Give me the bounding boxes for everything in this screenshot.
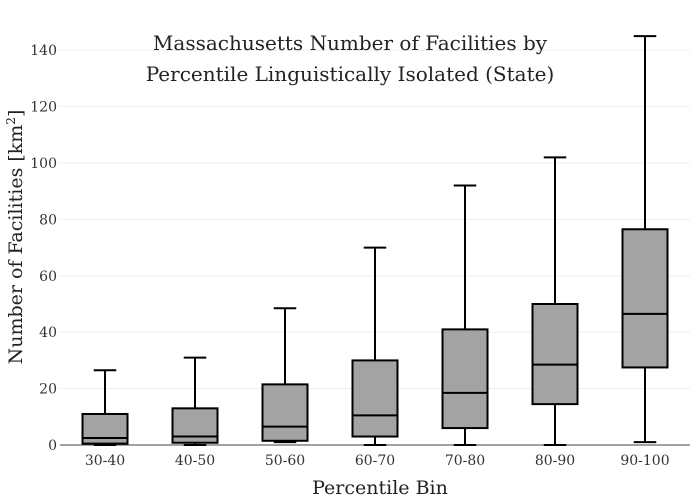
box-80-90 (531, 156, 579, 446)
y-axis-title-sup: 2 (4, 117, 18, 125)
y-tick-label: 100 (30, 156, 57, 172)
x-tick-label: 60-70 (355, 453, 395, 469)
y-tick-label: 60 (39, 269, 57, 285)
y-tick-label: 0 (48, 438, 57, 454)
y-tick-label: 40 (39, 325, 57, 341)
iqr-box (621, 228, 669, 369)
x-tick-label: 30-40 (85, 453, 125, 469)
iqr-box (351, 359, 399, 438)
box-30-40 (81, 369, 129, 446)
chart-title-line-1: Massachusetts Number of Facilities by (153, 31, 548, 55)
box-layer (81, 35, 669, 446)
box-40-50 (171, 356, 219, 446)
iqr-box (531, 303, 579, 406)
iqr-box (81, 412, 129, 445)
y-axis-title-main: Number of Facilities [km (5, 125, 27, 365)
box-60-70 (351, 246, 399, 446)
chart-title-line-2: Percentile Linguistically Isolated (Stat… (146, 62, 555, 86)
x-tick-label: 50-60 (265, 453, 305, 469)
box-50-60 (261, 307, 309, 444)
x-axis-title: Percentile Bin (312, 477, 448, 499)
y-tick-label: 120 (30, 100, 57, 116)
iqr-box (261, 383, 309, 442)
y-axis-title: Number of Facilities [km2] (4, 110, 27, 365)
x-tick-label: 70-80 (445, 453, 485, 469)
x-tick-label: 80-90 (535, 453, 575, 469)
y-tick-label: 140 (30, 43, 57, 59)
box-70-80 (441, 184, 489, 446)
iqr-box (171, 407, 219, 444)
x-tick-labels: 30-40 40-50 50-60 60-70 70-80 80-90 90-100 (85, 453, 670, 469)
y-tick-label: 20 (39, 382, 57, 398)
y-tick-label: 80 (39, 212, 57, 228)
y-tick-labels: 0 20 40 60 80 100 120 140 (30, 43, 57, 454)
x-tick-label: 40-50 (175, 453, 215, 469)
box-90-100 (621, 35, 669, 444)
y-axis-title-end: ] (5, 110, 27, 117)
iqr-box (441, 328, 489, 430)
x-tick-label: 90-100 (620, 453, 669, 469)
